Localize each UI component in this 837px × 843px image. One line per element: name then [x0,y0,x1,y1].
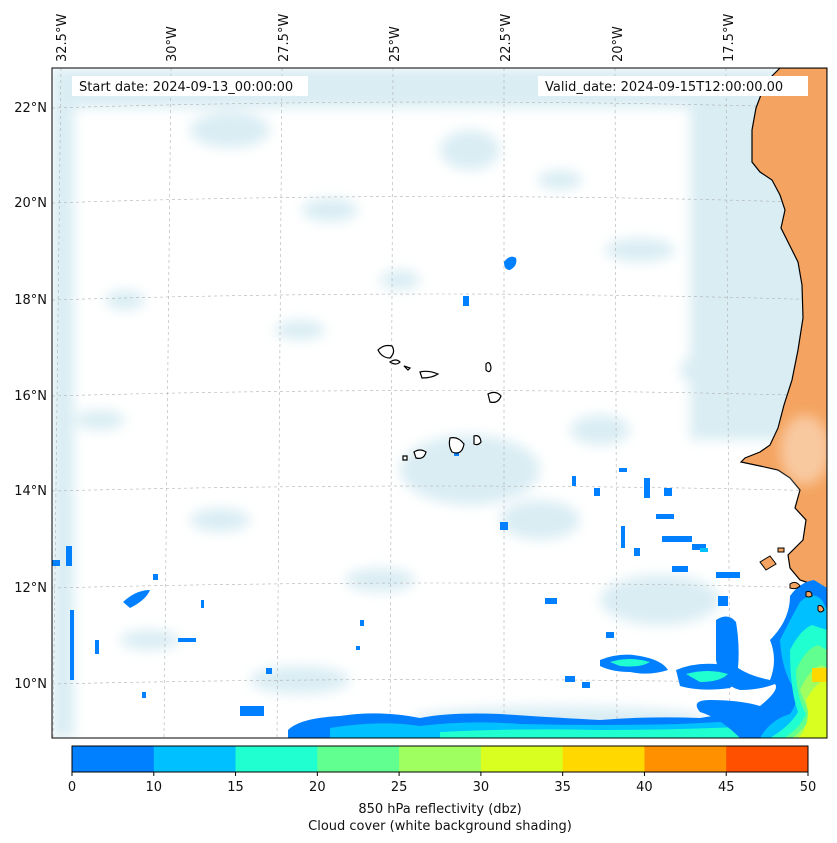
lat-label: 14°N [14,484,47,499]
lon-label: 32.5°W [55,14,70,62]
bijagos-islands [759,547,825,613]
lat-label: 18°N [14,293,47,308]
colorbar-segment [153,746,237,772]
lon-label: 27.5°W [277,14,292,62]
latitude-labels: 22°N 20°N 18°N 16°N 14°N 12°N 10°N [14,101,47,692]
lat-label: 22°N [14,101,47,116]
lat-label: 20°N [14,196,47,211]
lat-label: 10°N [14,677,47,692]
colorbar-segment [644,746,727,772]
colorbar-frame [71,745,809,773]
colorbar: 0 10 15 20 25 30 35 40 45 50 850 hPa reflectivity… [68,745,816,834]
colorbar-segments [72,746,809,772]
start-date-box: Start date: 2024-09-13_00:00:00 [72,76,308,96]
colorbar-segment [235,746,318,772]
colorbar-segment [726,746,809,772]
colorbar-segment [317,746,400,772]
colorbar-tick-label: 0 [68,780,76,795]
longitude-labels: 32.5°W 30°W 27.5°W 25°W 22.5°W 20°W 17.5… [55,14,737,62]
valid-date-box: Valid_date: 2024-09-15T12:00:00.00 [538,76,808,96]
lat-label: 16°N [14,389,47,404]
colorbar-label-reflectivity: 850 hPa reflectivity (dbz) [358,802,521,817]
colorbar-ticks: 0 10 15 20 25 30 35 40 45 50 [68,772,816,795]
valid-date-label: Valid_date: 2024-09-15T12:00:00.00 [545,80,783,95]
lon-label: 20°W [611,26,626,62]
lon-label: 22.5°W [499,14,514,62]
land-shading [780,415,827,485]
colorbar-tick-label: 50 [800,780,817,795]
colorbar-segment [399,746,482,772]
colorbar-tick-label: 40 [636,780,653,795]
colorbar-tick-label: 30 [473,780,490,795]
reflectivity-patches [52,256,827,738]
lon-label: 30°W [165,26,180,62]
colorbar-segment [480,746,564,772]
colorbar-tick-label: 25 [391,780,408,795]
colorbar-label-cloud-cover: Cloud cover (white background shading) [308,819,572,834]
map-area [52,68,827,738]
cape-verde-islands [377,344,502,461]
colorbar-tick-label: 45 [718,780,735,795]
lat-label: 12°N [14,581,47,596]
colorbar-tick-label: 15 [227,780,244,795]
start-date-label: Start date: 2024-09-13_00:00:00 [79,80,293,95]
lon-label: 25°W [388,26,403,62]
colorbar-tick-label: 10 [146,780,163,795]
colorbar-segment [72,746,155,772]
map-frame [51,67,828,739]
colorbar-segment [562,746,645,772]
lon-label: 17.5°W [722,14,737,62]
colorbar-tick-label: 20 [309,780,326,795]
colorbar-tick-label: 35 [554,780,571,795]
